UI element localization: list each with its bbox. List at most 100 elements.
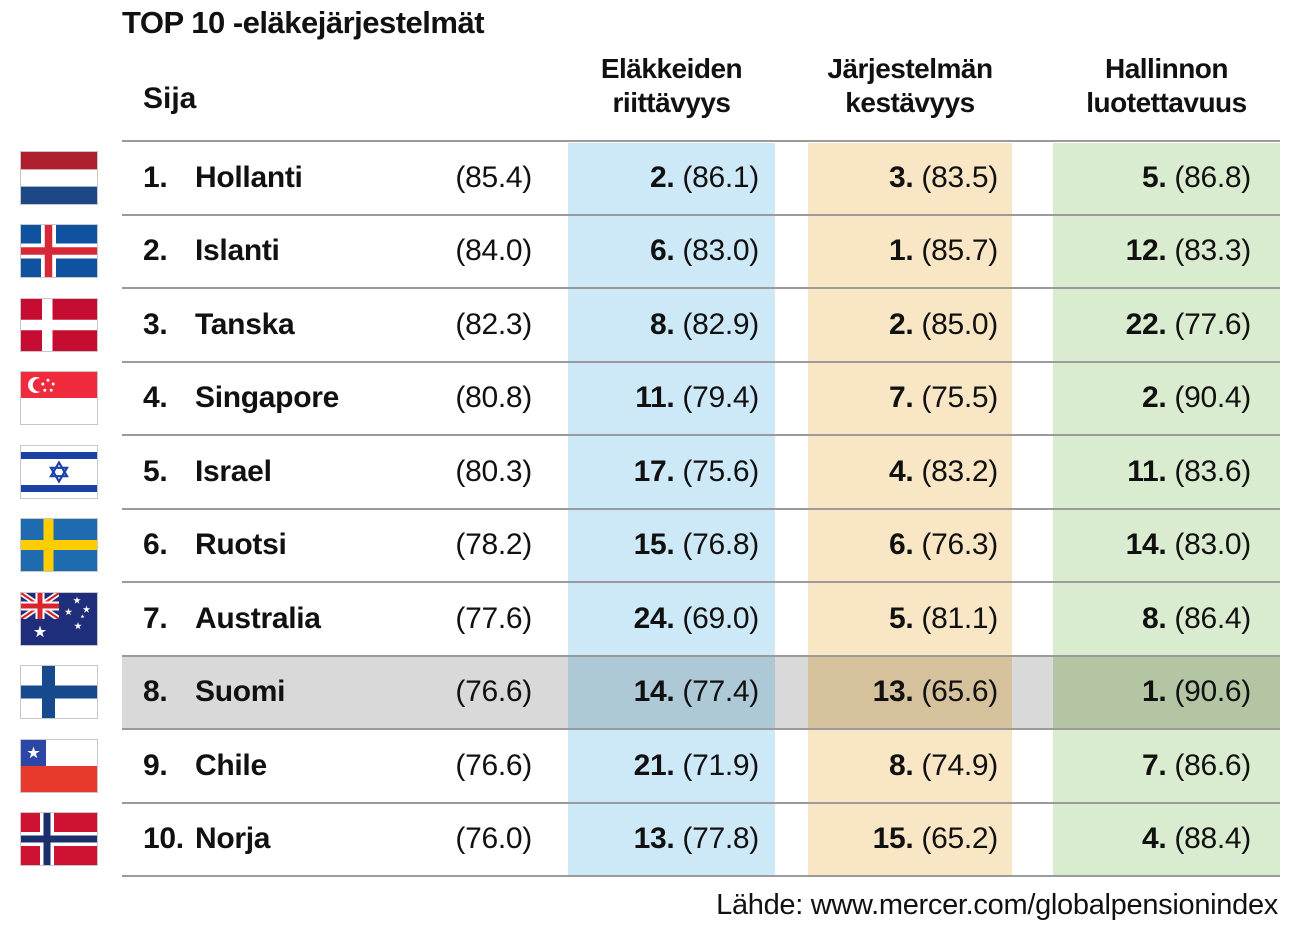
table-row: 10. Norja (76.0) 13. (77.8) 15. (65.2) 4.(… [20, 804, 1280, 877]
adequacy-score: (79.4) [682, 381, 759, 415]
integrity-cell: 8. (86.4) [1053, 583, 1280, 655]
column-header-integrity-line1: Hallinnon [1104, 53, 1229, 84]
total-score-cell: (77.6) [455, 601, 532, 635]
adequacy-score: (82.9) [682, 307, 759, 341]
column-header-integrity: Hallinnon luotettavuus [1053, 52, 1280, 120]
country-cell: Suomi [195, 675, 286, 709]
sustainability-score: (75.5) [921, 381, 998, 415]
integrity-cell: 12. (83.3) [1053, 216, 1280, 288]
integrity-cell: 5. (86.8) [1053, 142, 1280, 214]
table-top-line [122, 140, 1280, 142]
rank-cell: 7. [143, 601, 168, 635]
integrity-cell: 1. (90.6) [1053, 656, 1280, 728]
sustainability-rank: 5. [889, 601, 914, 635]
adequacy-score: (83.0) [682, 234, 759, 268]
adequacy-score: (69.0) [682, 601, 759, 635]
integrity-rank: 8. [1142, 601, 1167, 635]
table-row: 3. Tanska (82.3) 8. (82.9) 2. (85.0) 22. (7… [20, 289, 1280, 363]
integrity-cell: 7. (86.6) [1053, 730, 1280, 802]
adequacy-rank: 24. [633, 601, 675, 635]
sustainability-score: (83.5) [921, 160, 998, 194]
sustainability-score: (65.6) [921, 675, 998, 709]
sustainability-cell: 8. (74.9) [808, 730, 1012, 802]
adequacy-rank: 13. [633, 822, 675, 856]
country-cell: Chile [195, 748, 267, 782]
finland-flag-icon [20, 665, 98, 720]
integrity-cell: 11. (83.6) [1053, 436, 1280, 508]
country-cell: Norja [195, 822, 271, 856]
integrity-rank: 11. [1127, 454, 1167, 488]
table-row: 7. Australia (77.6) 24. (69.0) 5. (81.1) 8… [20, 583, 1280, 657]
israel-flag-icon [20, 444, 98, 499]
adequacy-cell: 2. (86.1) [568, 142, 775, 214]
integrity-rank: 1. [1142, 675, 1167, 709]
rank-cell: 5. [143, 454, 168, 488]
total-score-cell: (82.3) [455, 307, 532, 341]
adequacy-rank: 21. [633, 748, 675, 782]
adequacy-score: (77.8) [682, 822, 759, 856]
integrity-cell: 4. (88.4) [1053, 804, 1280, 876]
table-row-highlighted: 8. Suomi (76.6) 14. (77.4) 13. (65.6) 1. (9… [20, 656, 1280, 730]
sustainability-rank: 15. [872, 822, 914, 856]
adequacy-rank: 8. [650, 307, 675, 341]
adequacy-rank: 17. [633, 454, 675, 488]
sustainability-rank: 6. [889, 528, 914, 562]
total-score-cell: (76.0) [455, 822, 532, 856]
australia-flag-icon [20, 591, 98, 646]
column-header-integrity-line2: luotettavuus [1086, 87, 1247, 118]
sustainability-score: (83.2) [921, 454, 998, 488]
integrity-rank: 5. [1142, 160, 1167, 194]
sustainability-cell: 5. (81.1) [808, 583, 1012, 655]
integrity-cell: 2. (90.4) [1053, 363, 1280, 435]
total-score-cell: (80.3) [455, 454, 532, 488]
integrity-rank: 22. [1125, 307, 1167, 341]
sustainability-score: (65.2) [921, 822, 998, 856]
sustainability-rank: 3. [889, 160, 914, 194]
integrity-score: (86.4) [1174, 601, 1251, 635]
sustainability-cell: 6. (76.3) [808, 510, 1012, 582]
adequacy-rank: 15. [633, 528, 675, 562]
sustainability-rank: 13. [872, 675, 914, 709]
country-cell: Australia [195, 601, 321, 635]
table-row: 4. Singapore (80.8) 11. (79.4) 7. (75.5) 2… [20, 363, 1280, 436]
page-title: TOP 10 -eläkejärjestelmät [122, 5, 485, 40]
table-body: 1. Hollanti (85.4) 2. (86.1) 3. (83.5) 5.(… [20, 142, 1280, 877]
country-cell: Hollanti [195, 160, 303, 194]
adequacy-score: (71.9) [682, 748, 759, 782]
adequacy-score: (76.8) [682, 528, 759, 562]
sustainability-score: (74.9) [921, 748, 998, 782]
adequacy-cell: 14. (77.4) [568, 656, 775, 728]
chile-flag-icon [20, 738, 98, 793]
country-cell: Islanti [195, 234, 280, 268]
sustainability-score: (76.3) [921, 528, 998, 562]
sustainability-cell: 4. (83.2) [808, 436, 1012, 508]
total-score-cell: (84.0) [455, 234, 532, 268]
integrity-score: (86.8) [1174, 160, 1251, 194]
total-score-cell: (76.6) [455, 748, 532, 782]
total-score-cell: (80.8) [455, 381, 532, 415]
rank-cell: 9. [143, 748, 168, 782]
adequacy-column-band [568, 143, 775, 877]
sustainability-rank: 4. [889, 454, 914, 488]
integrity-score: (90.4) [1174, 381, 1251, 415]
rank-cell: 3. [143, 307, 168, 341]
rank-cell: 6. [143, 528, 168, 562]
adequacy-score: (75.6) [682, 454, 759, 488]
integrity-rank: 7. [1142, 748, 1167, 782]
sustainability-column-band [808, 143, 1012, 877]
sustainability-score: (81.1) [921, 601, 998, 635]
adequacy-rank: 2. [650, 160, 675, 194]
adequacy-cell: 15. (76.8) [568, 510, 775, 582]
column-header-sustainability-line2: kestävyys [845, 87, 975, 118]
singapore-flag-icon [20, 371, 98, 426]
integrity-score: (77.6) [1174, 307, 1251, 341]
rank-cell: 4. [143, 381, 168, 415]
rank-cell: 8. [143, 675, 168, 709]
integrity-cell: 14. (83.0) [1053, 510, 1280, 582]
country-cell: Singapore [195, 381, 339, 415]
sustainability-score: (85.0) [921, 307, 998, 341]
table-row: 6. Ruotsi (78.2) 15. (76.8) 6. (76.3) 14.(… [20, 510, 1280, 583]
adequacy-rank: 11. [635, 381, 675, 415]
denmark-flag-icon [20, 297, 98, 352]
integrity-rank: 4. [1142, 822, 1167, 856]
